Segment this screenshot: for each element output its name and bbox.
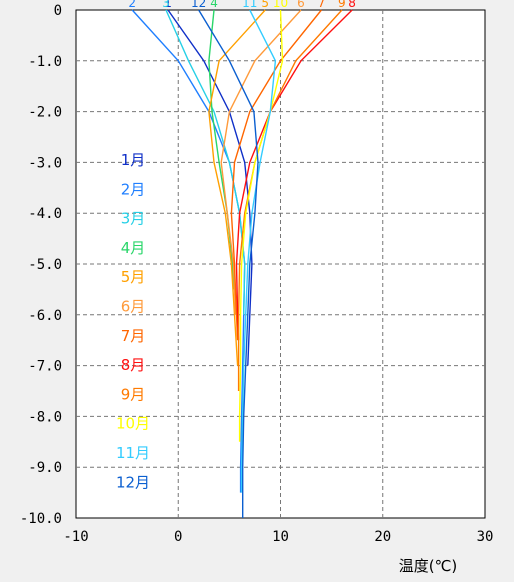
x-tick-labels: -10 0 10 20 30 bbox=[63, 529, 493, 545]
series-line bbox=[237, 9, 343, 391]
legend-entry: 9月 bbox=[121, 385, 146, 403]
y-tick-label: -4.0 bbox=[28, 206, 62, 222]
legend-entry: 10月 bbox=[116, 415, 150, 433]
series-line bbox=[208, 9, 266, 366]
y-tick-label: -8.0 bbox=[28, 409, 62, 425]
legend-entry: 2月 bbox=[121, 180, 146, 198]
x-axis-label: 温度(℃) bbox=[399, 557, 458, 575]
x-tick-label: -10 bbox=[63, 529, 88, 545]
y-tick-label: -7.0 bbox=[28, 359, 62, 375]
y-tick-label: -6.0 bbox=[28, 308, 62, 324]
series-line bbox=[240, 9, 277, 493]
legend: 1月 2月 3月 4月 5月 6月 7月 8月 9月 10月 11月 12月 bbox=[116, 151, 150, 491]
legend-entry: 4月 bbox=[121, 239, 146, 257]
legend-entry: 1月 bbox=[121, 151, 146, 169]
series-top-label: 3 bbox=[162, 0, 170, 10]
series-line bbox=[235, 9, 353, 341]
series-top-label: 2 bbox=[128, 0, 136, 10]
series-line bbox=[238, 9, 284, 442]
series-top-label: 10 bbox=[273, 0, 288, 10]
series-top-label: 4 bbox=[210, 0, 218, 10]
legend-entry: 6月 bbox=[121, 298, 146, 316]
y-tick-label: -10.0 bbox=[20, 511, 62, 527]
series-top-label: 7 bbox=[318, 0, 326, 10]
series-top-label: 6 bbox=[297, 0, 305, 10]
series-top-label: 1 bbox=[164, 0, 172, 10]
y-tick-label: -1.0 bbox=[28, 54, 62, 70]
legend-entry: 8月 bbox=[121, 356, 146, 374]
series-line bbox=[208, 9, 235, 290]
legend-entry: 12月 bbox=[116, 473, 150, 491]
y-tick-label: 0 bbox=[54, 3, 62, 19]
series-line bbox=[165, 9, 246, 315]
series-top-label: 9 bbox=[338, 0, 346, 10]
series-line bbox=[220, 9, 302, 315]
series-top-label: 12 bbox=[191, 0, 206, 10]
x-tick-label: 10 bbox=[272, 529, 289, 545]
legend-entry: 11月 bbox=[116, 444, 150, 462]
x-tick-label: 20 bbox=[374, 529, 391, 545]
x-tick-label: 30 bbox=[477, 529, 494, 545]
series-top-label: 11 bbox=[242, 0, 257, 10]
y-tick-labels: 0 -1.0 -2.0 -3.0 -4.0 -5.0 -6.0 -7.0 -8.0 -9.0 -10… bbox=[20, 3, 62, 527]
series-line bbox=[230, 9, 322, 341]
series-line bbox=[167, 9, 253, 366]
legend-entry: 7月 bbox=[121, 327, 146, 345]
y-tick-label: -3.0 bbox=[28, 155, 62, 171]
legend-entry: 5月 bbox=[121, 268, 146, 286]
series-lines bbox=[131, 9, 353, 518]
y-tick-label: -2.0 bbox=[28, 105, 62, 121]
legend-entry: 3月 bbox=[121, 210, 146, 228]
series-line bbox=[198, 9, 259, 518]
series-top-label: 5 bbox=[261, 0, 269, 10]
y-tick-label: -9.0 bbox=[28, 460, 62, 476]
y-tick-label: -5.0 bbox=[28, 257, 62, 273]
x-tick-label: 0 bbox=[174, 529, 182, 545]
series-top-label: 8 bbox=[348, 0, 356, 10]
